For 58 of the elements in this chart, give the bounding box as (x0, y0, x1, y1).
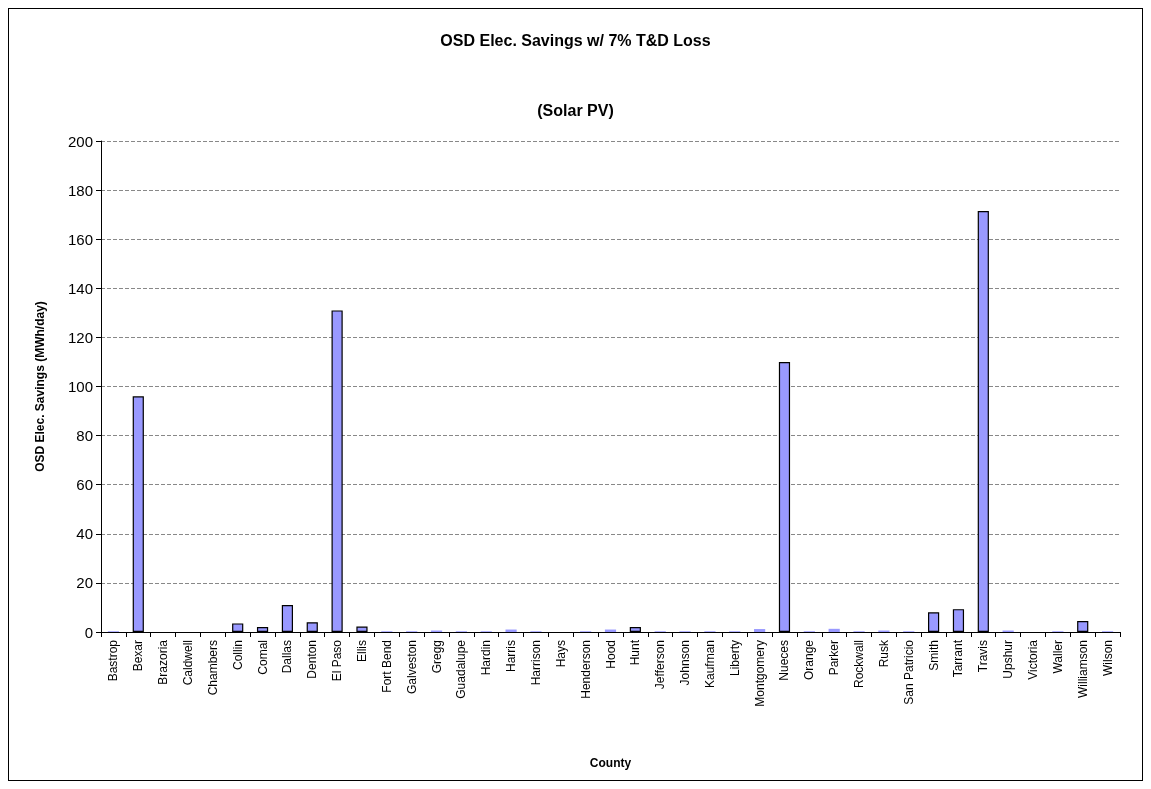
x-tick-label: Nueces (777, 640, 792, 681)
x-tick-label: Gregg (429, 640, 444, 674)
y-tick-label: 120 (67, 328, 93, 346)
x-tick-label: Harris (504, 640, 519, 672)
x-tick-label: Collin (230, 640, 245, 671)
x-tick-label: Hays (553, 640, 568, 668)
x-tick-label: San Patricio (901, 639, 916, 705)
y-tick-label: 100 (67, 378, 93, 395)
x-tick-label: Johnson (678, 640, 693, 686)
y-tick-label: 20 (76, 574, 93, 592)
chart-title: OSD Elec. Savings w/ 7% T&D Loss (440, 31, 711, 49)
y-tick-label: 60 (76, 476, 93, 494)
x-tick-label: Harrison (528, 640, 543, 686)
x-tick-label: Upshur (1001, 640, 1016, 679)
x-tick-label: Dallas (280, 640, 295, 674)
x-tick-label: Guadalupe (454, 639, 469, 699)
bar (754, 629, 766, 632)
y-tick-label: 180 (67, 181, 93, 199)
x-tick-label: Kaufman (702, 640, 717, 689)
y-tick-label: 200 (67, 132, 93, 150)
x-tick-label: Williamson (1075, 640, 1090, 699)
x-tick-label: Parker (827, 640, 842, 676)
x-tick-label: Brazoria (156, 639, 171, 685)
x-tick-label: El Paso (330, 639, 345, 682)
x-tick-label: Orange (802, 639, 817, 681)
x-tick-label: Hood (603, 640, 618, 669)
x-tick-label: Rusk (876, 639, 891, 668)
y-tick-label: 80 (76, 427, 93, 445)
y-tick-label: 140 (67, 279, 93, 297)
chart-subtitle: (Solar PV) (537, 101, 614, 119)
x-tick-label: Caldwell (180, 640, 195, 686)
x-tick-label: Comal (255, 640, 270, 675)
y-tick-label: 40 (76, 525, 93, 543)
x-tick-label: Fort Bend (379, 640, 394, 693)
x-tick-label: Hardin (479, 640, 494, 676)
x-tick-label: Victoria (1026, 639, 1041, 680)
x-tick-label: Galveston (404, 640, 419, 695)
x-tick-label: Ellis (354, 640, 369, 663)
x-tick-label: Travis (976, 640, 991, 673)
x-tick-label: Chambers (205, 640, 220, 696)
x-tick-label: Montgomery (752, 640, 767, 707)
x-tick-label: Liberty (727, 640, 742, 677)
bar (828, 628, 840, 632)
x-tick-label: Rockwall (852, 640, 867, 689)
x-tick-label: Denton (305, 640, 320, 679)
x-tick-label: Jefferson (653, 640, 668, 690)
x-tick-label: Wilson (1100, 640, 1115, 677)
x-tick-label: Henderson (578, 640, 593, 699)
x-tick-label: Waller (1050, 640, 1065, 674)
y-axis-title: OSD Elec. Savings (MWh/day) (33, 301, 47, 472)
x-tick-label: Hunt (628, 639, 643, 666)
x-tick-label: Bastrop (106, 639, 121, 682)
x-tick-label: Bexar (131, 640, 146, 672)
y-tick-label: 0 (84, 623, 93, 641)
y-tick-label: 160 (67, 230, 93, 248)
x-tick-label: Tarrant (951, 639, 966, 678)
x-axis-title: County (589, 756, 632, 770)
x-tick-label: Smith (926, 640, 941, 671)
